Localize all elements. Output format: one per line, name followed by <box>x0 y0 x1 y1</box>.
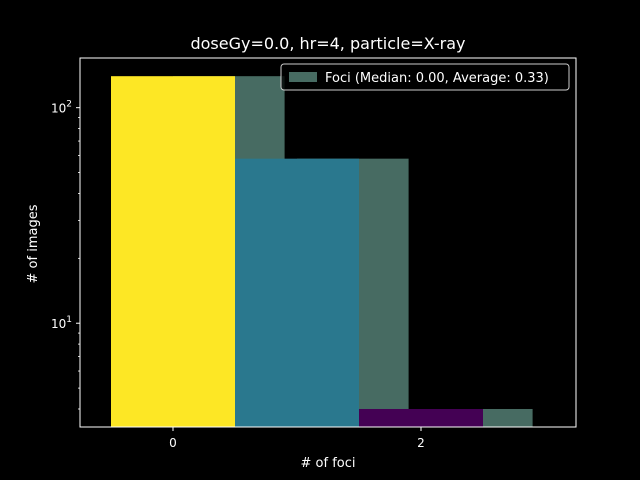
bars-layer <box>111 76 533 428</box>
y-axis-label: # of images <box>26 204 41 283</box>
x-tick-label-1: 2 <box>417 436 425 450</box>
legend-label-0: Foci (Median: 0.00, Average: 0.33) <box>325 71 549 86</box>
overlay-bar-2 <box>359 408 483 427</box>
y-tick-label-1: 102 <box>51 100 72 116</box>
legend-swatch-0 <box>289 72 317 82</box>
x-tick-label-0: 0 <box>169 436 177 450</box>
overlay-bar-1 <box>235 158 359 427</box>
overlay-bar-0 <box>111 76 235 428</box>
y-tick-label-0: 101 <box>51 315 72 331</box>
legend: Foci (Median: 0.00, Average: 0.33) <box>280 63 570 91</box>
x-axis-label: # of foci <box>301 456 356 471</box>
legend-box <box>280 63 570 91</box>
axes-frame <box>79 57 577 428</box>
axes-layer: 0 2 101 102 <box>51 57 577 450</box>
chart-title: doseGy=0.0, hr=4, particle=X-ray <box>190 34 465 53</box>
